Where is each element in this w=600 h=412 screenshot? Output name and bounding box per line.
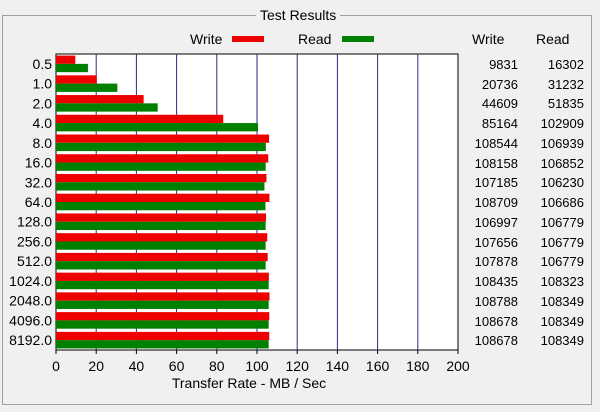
read-value-cell: 108349: [540, 333, 584, 349]
x-tick-label: 120: [286, 358, 310, 374]
read-bar: [56, 123, 259, 132]
write-column-header: Write: [472, 31, 505, 47]
read-value-cell: 31232: [547, 76, 584, 92]
category-label: 0.5: [33, 56, 53, 72]
write-bar: [56, 114, 224, 124]
write-bar: [56, 292, 270, 301]
category-label: 8192.0: [9, 332, 52, 348]
category-label: 512.0: [17, 253, 52, 269]
x-tick-label: 160: [366, 358, 390, 374]
read-value-cell: 106686: [540, 195, 584, 211]
write-value-cell: 9831: [489, 57, 518, 72]
write-bar: [56, 252, 268, 262]
read-value-cell: 106779: [540, 234, 584, 250]
write-value-cell: 108678: [474, 313, 518, 329]
x-tick-label: 200: [446, 358, 470, 374]
write-bar: [56, 55, 76, 64]
category-label: 64.0: [25, 194, 52, 210]
x-tick-label: 140: [326, 358, 350, 374]
x-tick-label: 180: [406, 358, 430, 374]
read-bar: [56, 202, 266, 211]
write-bar: [56, 95, 144, 104]
read-bar: [56, 63, 88, 73]
write-value-cell: 108788: [474, 293, 518, 309]
read-bar: [56, 83, 118, 92]
write-value-cell: 106997: [474, 214, 518, 230]
read-value-cell: 106852: [540, 155, 584, 171]
write-bar: [56, 312, 270, 321]
category-label: 2.0: [33, 95, 53, 111]
write-bar: [56, 193, 270, 202]
read-bar: [56, 162, 266, 171]
legend-write-swatch: [232, 36, 264, 42]
x-tick-label: 20: [88, 358, 104, 374]
read-value-cell: 106779: [540, 254, 584, 270]
x-axis-label: Transfer Rate - MB / Sec: [172, 375, 326, 391]
legend-read-label: Read: [298, 31, 332, 47]
category-label: 8.0: [33, 135, 53, 151]
write-value-cell: 20736: [481, 76, 518, 92]
read-value-cell: 16302: [547, 57, 584, 72]
x-tick-label: 40: [129, 358, 145, 374]
read-bar: [56, 142, 266, 152]
write-bar: [56, 331, 270, 341]
category-label: 1.0: [33, 76, 53, 92]
read-bar: [56, 300, 269, 309]
read-value-cell: 108349: [540, 293, 584, 309]
category-label: 4.0: [33, 115, 53, 131]
category-label: 256.0: [17, 233, 52, 249]
read-bar: [56, 182, 265, 191]
category-label: 128.0: [17, 214, 52, 230]
write-value-cell: 107185: [474, 175, 518, 191]
read-bar: [56, 340, 269, 349]
read-value-cell: 108349: [540, 313, 584, 329]
category-label: 4096.0: [9, 312, 52, 328]
legend-write-label: Write: [190, 31, 223, 47]
write-bar: [56, 173, 267, 183]
write-bar: [56, 233, 268, 242]
x-tick-label: 80: [209, 358, 225, 374]
read-value-cell: 108323: [540, 274, 584, 290]
read-bar: [56, 320, 269, 329]
write-value-cell: 44609: [481, 96, 518, 112]
read-bar: [56, 221, 266, 231]
write-value-cell: 85164: [481, 116, 518, 132]
write-value-cell: 108435: [474, 274, 518, 290]
category-label: 32.0: [25, 174, 52, 190]
write-value-cell: 107878: [474, 254, 518, 270]
read-bar: [56, 261, 266, 270]
legend-read-swatch: [342, 36, 374, 42]
write-bar: [56, 75, 97, 84]
read-value-cell: 102909: [540, 116, 584, 132]
write-value-cell: 107656: [474, 234, 518, 250]
write-value-cell: 108709: [474, 195, 518, 211]
write-value-cell: 108678: [474, 333, 518, 349]
write-value-cell: 108158: [474, 155, 518, 171]
read-value-cell: 51835: [547, 96, 584, 112]
write-bar: [56, 272, 269, 281]
read-value-cell: 106230: [540, 175, 584, 191]
read-column-header: Read: [536, 31, 570, 47]
read-bar: [56, 103, 158, 112]
write-bar: [56, 213, 267, 222]
read-value-cell: 106779: [540, 214, 584, 230]
write-value-cell: 108544: [474, 135, 518, 151]
read-bar: [56, 280, 269, 290]
category-label: 16.0: [25, 155, 52, 171]
write-bar: [56, 154, 269, 163]
read-value-cell: 106939: [540, 135, 584, 151]
category-label: 2048.0: [9, 293, 52, 309]
write-bar: [56, 134, 270, 143]
groupbox-title: Test Results: [256, 7, 341, 23]
category-label: 1024.0: [9, 273, 52, 289]
x-tick-label: 60: [169, 358, 185, 374]
x-tick-label: 0: [52, 358, 60, 374]
read-bar: [56, 241, 266, 250]
x-tick-label: 100: [245, 358, 269, 374]
